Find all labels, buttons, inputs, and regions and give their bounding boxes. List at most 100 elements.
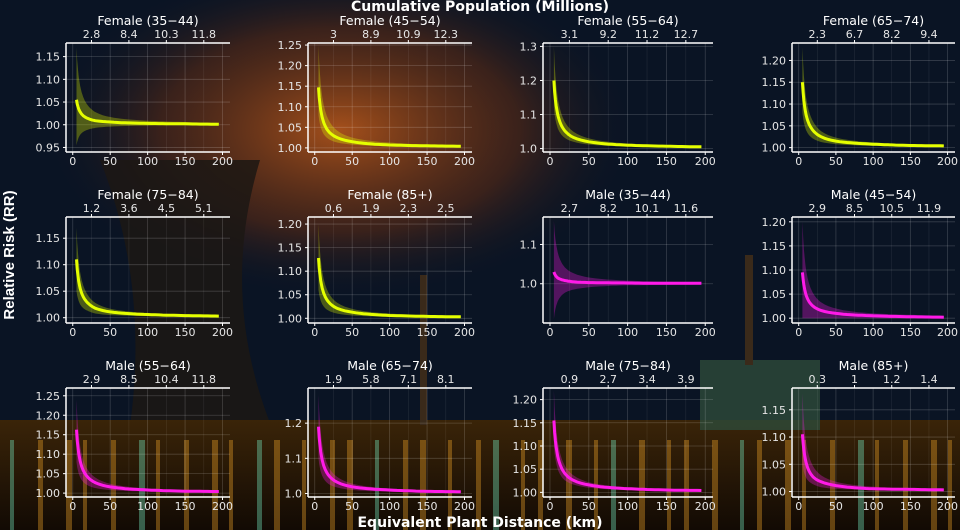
top-tick-label: 3.4	[638, 373, 656, 386]
top-tick-label: 11.8	[192, 28, 217, 41]
y-tick-label: 1.10	[36, 259, 61, 272]
panel-5: Female (85+) 0.6 1.9 2.3 2.5 0 50 100 150 200 1.00…	[278, 187, 476, 339]
y-tick-label: 1.00	[36, 312, 61, 325]
x-tick-label: 200	[454, 155, 475, 168]
panel-title: Female (75−84)	[97, 187, 198, 202]
light-reflection	[948, 440, 952, 530]
y-tick-label: 1.25	[278, 39, 303, 52]
x-tick-label: 200	[212, 326, 233, 339]
light-reflection	[184, 440, 189, 530]
x-tick-label: 0	[546, 500, 553, 513]
light-reflection	[420, 440, 426, 530]
ci-ribbon	[553, 390, 702, 491]
y-tick-label: 1.10	[36, 73, 61, 86]
y-tick-label: 1.20	[36, 409, 61, 422]
light-reflection	[403, 440, 408, 530]
x-tick-label: 200	[695, 155, 716, 168]
light-reflection	[785, 440, 791, 530]
y-tick-label: 1.20	[513, 394, 538, 407]
x-tick-label: 200	[212, 155, 233, 168]
x-tick-label: 50	[345, 155, 359, 168]
x-tick-label: 100	[379, 326, 400, 339]
y-tick-label: 1.10	[762, 98, 787, 111]
x-tick-label: 100	[137, 155, 158, 168]
y-tick-label: 1.05	[762, 120, 787, 133]
y-tick-label: 1.10	[513, 440, 538, 453]
top-tick-label: 3.9	[677, 373, 695, 386]
y-tick-label: 1.1	[520, 238, 538, 251]
top-tick-label: 1.9	[362, 202, 380, 215]
y-tick-label: 1.05	[36, 96, 61, 109]
panel-11: Male (85+) 0.3 1 1.2 1.4 0 50 100 150 200 1.00 1.05…	[762, 358, 959, 513]
y-tick-label: 1.15	[513, 417, 538, 430]
x-tick-label: 200	[937, 155, 958, 168]
panel-6: Male (35−44) 2.7 8.2 10.1 11.6 0 50 100 150 200 1.…	[520, 187, 716, 339]
light-reflection	[83, 440, 87, 530]
panel-title: Male (85+)	[839, 358, 909, 373]
panel-1: Female (45−54)3 8.9 10.9 12.3 0 50 100 150 200 1.…	[278, 13, 476, 168]
x-tick-label: 150	[417, 326, 438, 339]
y-tick-label: 1.15	[36, 232, 61, 245]
x-tick-label: 200	[695, 326, 716, 339]
light-reflection	[375, 440, 379, 530]
y-tick-label: 1.10	[36, 448, 61, 461]
y-tick-label: 1.25	[36, 390, 61, 403]
panel-title: Male (55−64)	[105, 358, 191, 373]
panel-title: Female (65−74)	[823, 13, 924, 28]
top-tick-label: 1.9	[325, 373, 343, 386]
panel-title: Male (75−84)	[585, 358, 671, 373]
panel-9: Male (65−74) 1.9 5.8 7.1 8.1 0 50 100 150 200 1.0 1…	[285, 358, 476, 513]
y-tick-label: 1.20	[278, 218, 303, 231]
top-tick-label: 3.6	[120, 202, 138, 215]
top-tick-label: 11.6	[674, 202, 699, 215]
x-tick-label: 50	[582, 155, 596, 168]
top-tick-label: 12.7	[674, 28, 699, 41]
panel-10: Male (75−84) 0.9 2.7 3.4 3.9 0 50 100 150 200 1.00…	[513, 358, 716, 513]
x-tick-label: 100	[137, 500, 158, 513]
panel-2: Female (55−64)3.1 9.2 11.2 12.7 0 50 100 150 200…	[520, 13, 716, 168]
x-tick-label: 200	[937, 326, 958, 339]
ci-ribbon	[76, 227, 219, 318]
x-tick-label: 100	[379, 155, 400, 168]
light-reflection	[302, 440, 306, 530]
top-tick-label: 1.2	[883, 373, 901, 386]
x-tick-label: 150	[900, 155, 921, 168]
top-tick-label: 0.3	[809, 373, 827, 386]
light-reflection	[257, 440, 262, 530]
x-tick-label: 50	[345, 500, 359, 513]
top-tick-label: 2.9	[83, 373, 101, 386]
panel-title: Female (35−44)	[97, 13, 198, 28]
ci-ribbon	[318, 224, 461, 318]
top-tick-label: 8.5	[846, 202, 864, 215]
y-tick-label: 1.00	[762, 142, 787, 155]
light-reflection	[566, 440, 572, 530]
y-tick-label: 1.10	[278, 101, 303, 114]
y-tick-label: 1.00	[36, 487, 61, 500]
y-tick-label: 1.0	[520, 278, 538, 291]
x-tick-label: 100	[863, 155, 884, 168]
y-tick-label: 1.05	[513, 463, 538, 476]
light-reflection	[10, 440, 14, 530]
y-tick-label: 1.00	[513, 486, 538, 499]
x-tick-label: 50	[103, 155, 117, 168]
light-reflection	[875, 440, 879, 530]
x-tick-label: 150	[656, 155, 677, 168]
top-tick-label: 2.7	[561, 202, 579, 215]
x-tick-label: 50	[103, 500, 117, 513]
y-tick-label: 1.05	[278, 289, 303, 302]
light-reflection	[667, 440, 671, 530]
panel-title: Female (55−64)	[577, 13, 678, 28]
x-tick-label: 150	[175, 500, 196, 513]
light-reflection	[931, 440, 937, 530]
y-tick-label: 1.0	[520, 143, 538, 156]
y-tick-label: 1.00	[762, 312, 787, 325]
x-tick-label: 200	[695, 500, 716, 513]
x-tick-label: 50	[582, 326, 596, 339]
light-reflection	[740, 440, 744, 530]
light-reflection	[330, 440, 335, 530]
panel-title: Female (85+)	[347, 187, 432, 202]
panel-4: Female (75−84)1.2 3.6 4.5 5.1 0 50 100 150 200 1.…	[36, 187, 234, 339]
ci-ribbon	[318, 395, 461, 493]
light-reflection	[712, 440, 718, 530]
ci-ribbon	[802, 47, 944, 147]
